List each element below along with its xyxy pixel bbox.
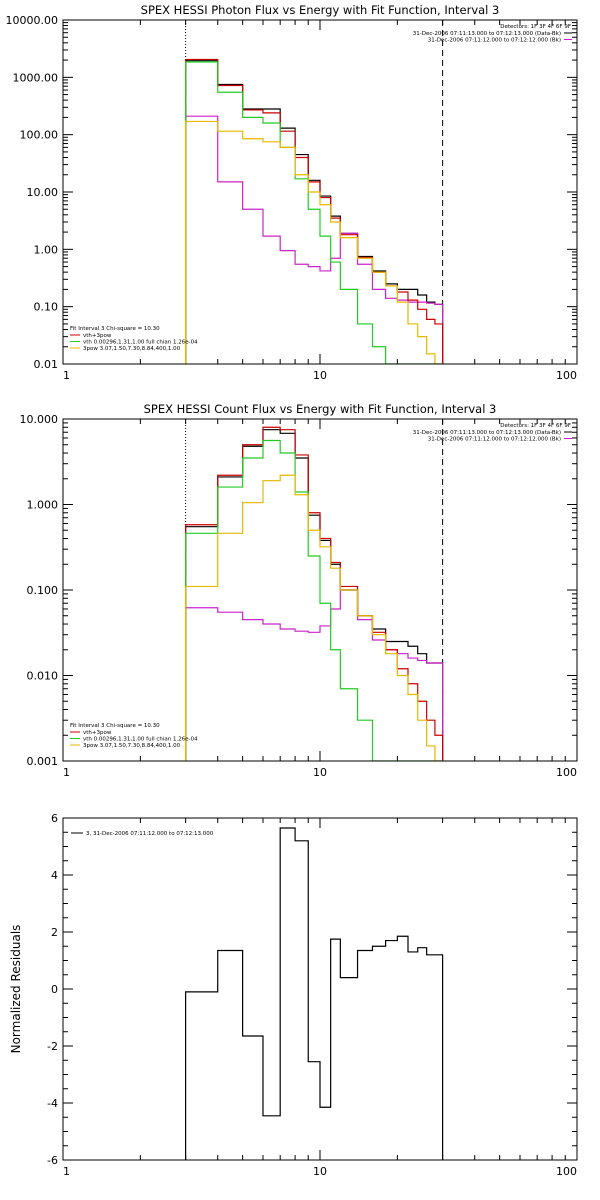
y-tick-label: 0.100: [27, 584, 59, 597]
x-tick-label: 10: [313, 1165, 327, 1178]
x-tick-label: 10: [313, 369, 327, 382]
series-bk: [185, 589, 444, 761]
fit-legend-title: Fit Interval 3 Chi-square = 10.30: [70, 723, 160, 729]
x-tick-label: 100: [556, 369, 577, 382]
y-tick-label: -4: [47, 1097, 58, 1110]
chart-title: SPEX HESSI Photon Flux vs Energy with Fi…: [141, 3, 500, 17]
x-tick-label: 1: [63, 1165, 70, 1178]
fit-legend-entry: 3pow 3.07,1.50,7.30,8.84,400,1.00: [83, 743, 181, 749]
series-data-bk: [185, 429, 444, 761]
y-tick-label: 4: [51, 869, 58, 882]
y-tick-label: 0.010: [27, 670, 59, 683]
x-tick-label: 1: [63, 766, 70, 779]
y-tick-label: 10.000: [20, 413, 59, 426]
x-tick-label: 10: [313, 766, 327, 779]
series-3pow: [185, 120, 443, 364]
y-tick-label: 2: [51, 926, 58, 939]
x-tick-label: 1: [63, 369, 70, 382]
series-3pow: [185, 474, 443, 761]
residual-legend-entry: 3, 31-Dec-2006 07:11:12.000 to 07:12:13.…: [86, 831, 214, 837]
series-group: [185, 426, 444, 761]
y-tick-label: 1.000: [27, 499, 59, 512]
residual-series: [185, 827, 444, 1160]
series-group: [185, 827, 444, 1160]
y-tick-label: 1000.00: [13, 71, 59, 84]
y-tick-label: 0.10: [34, 301, 59, 314]
y-tick-label: 0.01: [34, 358, 59, 371]
y-tick-label: 6: [51, 812, 58, 825]
plot-frame: [62, 817, 578, 1161]
fit-legend-entry: vth 0.00296,1.31,1.00 full chian 1.26e-0…: [83, 737, 198, 743]
chart-panel-1: SPEX HESSI Photon Flux vs Energy with Fi…: [6, 3, 578, 382]
chart-panel-2: SPEX HESSI Count Flux vs Energy with Fit…: [20, 402, 578, 779]
fit-legend-entry: 3pow 3.07,1.50,7.30,8.84,400,1.00: [83, 346, 181, 352]
series-vth: [185, 61, 443, 364]
chart-panel-3: Normalized Residuals 1 10 100 -6 -4 -2 0 2 4 6 3, 3…: [9, 812, 578, 1178]
detectors-label: Detectors: 1F 3F 4F 6F 9F: [500, 423, 571, 429]
fit-legend-title: Fit Interval 3 Chi-square = 10.30: [70, 326, 160, 332]
y-tick-label: 1.00: [34, 243, 59, 256]
detectors-label: Detectors: 1F 3F 4F 6F 9F: [500, 24, 571, 30]
x-tick-label: 100: [556, 766, 577, 779]
interval-legend-text: 31-Dec-2006 07:11:12.000 to 07:12:12.000…: [428, 437, 561, 443]
series-group: [185, 58, 444, 364]
y-tick-label: 0.001: [27, 755, 59, 768]
interval-legend-text: 31-Dec-2006 07:11:13.000 to 07:12:13.000…: [413, 31, 561, 37]
fit-legend-entry: vth+3pow: [83, 730, 112, 736]
y-tick-label: 10000.00: [6, 14, 59, 27]
x-tick-label: 100: [556, 1165, 577, 1178]
y-tick-label: 100.00: [20, 129, 59, 142]
y-tick-label: 10.00: [27, 186, 59, 199]
y-tick-label: -6: [47, 1154, 58, 1167]
y-tick-label: 0: [51, 983, 58, 996]
plot-frame: [62, 19, 578, 365]
series-vth: [185, 439, 443, 761]
y-axis-label: Normalized Residuals: [9, 925, 23, 1054]
chart-title: SPEX HESSI Count Flux vs Energy with Fit…: [144, 402, 497, 416]
interval-legend-text: 31-Dec-2006 07:11:13.000 to 07:12:13.000…: [413, 430, 561, 436]
y-tick-label: -2: [47, 1040, 58, 1053]
plot-frame: [62, 418, 578, 762]
interval-legend-text: 31-Dec-2006 07:11:12.000 to 07:12:12.000…: [428, 38, 561, 44]
fit-legend-entry: vth 0.00296,1.31,1.00 full chian 1.26e-0…: [83, 340, 198, 346]
fit-legend-entry: vth+3pow: [83, 333, 112, 339]
